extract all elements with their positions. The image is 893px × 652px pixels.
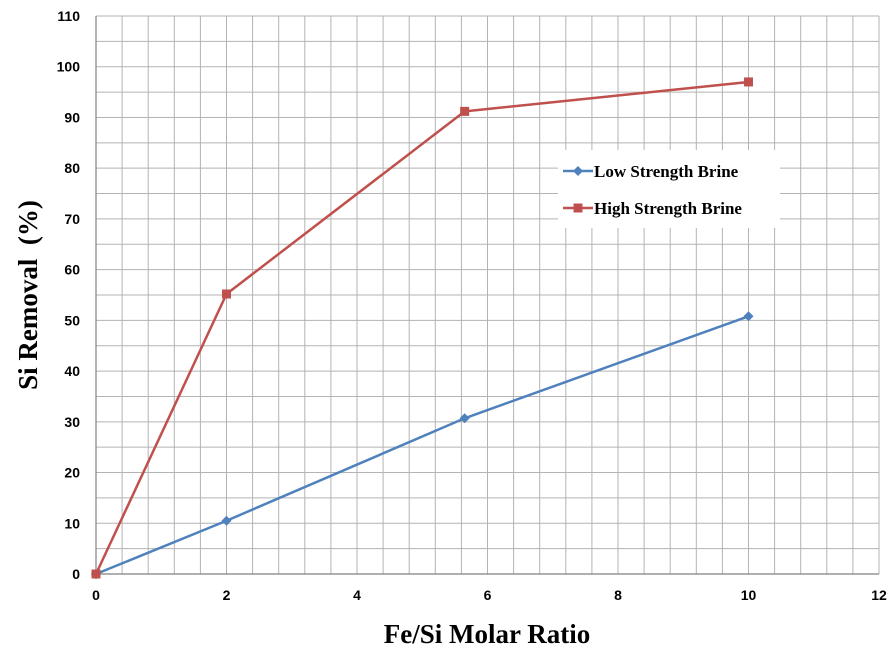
y-tick-label: 110 [57,8,80,24]
legend-marker [573,203,583,213]
x-tick-label: 12 [871,587,887,603]
x-tick-labels: 0 2 4 6 8 10 12 [92,587,887,603]
x-tick-label: 6 [484,587,492,603]
series-line-low-strength-brine [95,315,749,576]
data-point-high-strength-brine [460,106,470,116]
axes [91,16,879,579]
y-tick-label: 0 [72,566,80,582]
y-tick-labels: 0 10 20 30 40 50 60 70 80 90 100 110 [57,8,81,582]
legend-marker [573,166,583,176]
x-tick-label: 0 [92,587,100,603]
y-tick-label: 90 [64,109,80,125]
legend-label: Low Strength Brine [594,162,739,181]
x-tick-label: 10 [741,587,757,603]
data-point-low-strength-brine [459,413,470,424]
y-tick-label: 70 [64,211,80,227]
x-tick-label: 2 [223,587,231,603]
y-axis-label: Si Removal (%) [13,200,43,390]
legend-box [558,150,780,228]
data-point-high-strength-brine [91,569,101,579]
series-line-high-strength-brine [94,80,749,575]
y-tick-label: 100 [57,59,81,75]
data-point-high-strength-brine [744,77,753,87]
legend-label: High Strength Brine [594,199,742,218]
data-point-high-strength-brine [222,289,231,299]
y-tick-label: 50 [64,312,80,328]
y-tick-label: 10 [64,515,80,531]
legend: Low Strength Brine High Strength Brine [558,150,780,228]
y-tick-label: 40 [64,363,80,379]
y-tick-label: 30 [64,414,80,430]
y-tick-label: 80 [64,160,80,176]
legend-item-high-strength-brine: High Strength Brine [563,199,742,218]
data-point-low-strength-brine [221,515,232,526]
y-tick-label: 20 [64,465,80,481]
x-axis-label: Fe/Si Molar Ratio [384,619,590,649]
series-group [91,77,754,579]
series-high-strength-brine [91,77,753,579]
data-point-low-strength-brine [743,311,754,322]
series-low-strength-brine [91,311,754,579]
y-tick-label: 60 [64,262,80,278]
legend-item-low-strength-brine: Low Strength Brine [563,162,739,181]
x-tick-label: 4 [353,587,361,603]
gridlines [95,15,880,575]
x-tick-label: 8 [614,587,622,603]
